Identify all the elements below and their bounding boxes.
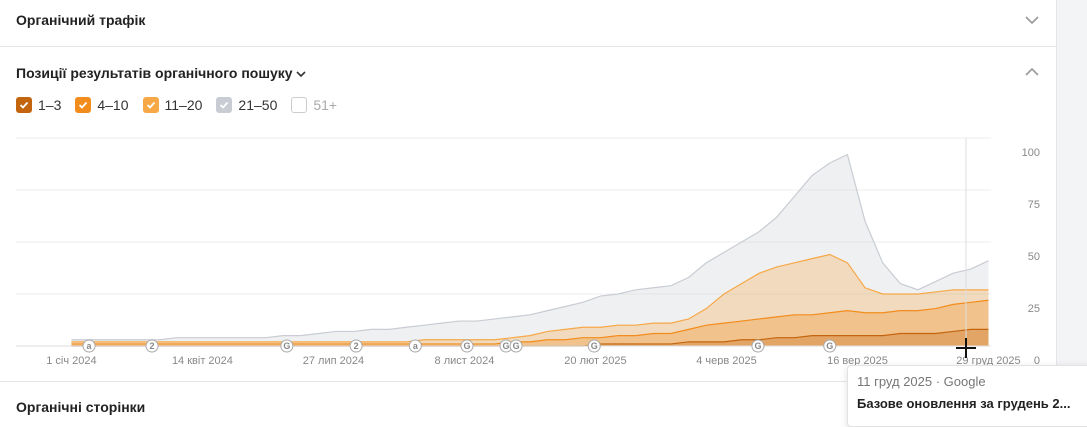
check xyxy=(146,101,155,109)
tooltip-title: Базове оновлення за грудень 2... xyxy=(857,396,1071,411)
annotation-label: 2 xyxy=(150,341,155,351)
legend-item[interactable]: 21–50 xyxy=(216,97,277,113)
annotation-label: G xyxy=(503,341,510,351)
annotation-circle xyxy=(751,339,765,353)
annotation-circle xyxy=(349,339,363,353)
legend: 1–3 4–10 11–20 21–50 51+ xyxy=(16,97,351,113)
annotation-circle xyxy=(280,339,294,353)
annotation-marker[interactable]: G xyxy=(823,339,837,353)
annotation-circle xyxy=(408,339,422,353)
section-title-text: Позиції результатів органічного пошуку xyxy=(16,65,293,81)
annotation-marker[interactable]: G xyxy=(460,339,474,353)
annotation-marker[interactable]: G xyxy=(509,339,523,353)
series-line xyxy=(71,153,989,341)
x-tick-label: 29 груд 2025 xyxy=(956,355,1020,365)
sidebar xyxy=(1056,0,1087,411)
area-fill xyxy=(71,254,989,346)
check xyxy=(19,101,29,109)
annotation-label: a xyxy=(413,341,419,351)
legend-item[interactable]: 51+ xyxy=(291,97,337,113)
series-line xyxy=(71,299,989,345)
annotation-marker[interactable]: G xyxy=(587,339,601,353)
annotation-circle xyxy=(509,339,523,353)
annotation-circle xyxy=(823,339,837,353)
annotation-label: G xyxy=(513,341,520,351)
annotation-marker[interactable]: 2 xyxy=(145,339,159,353)
legend-label: 1–3 xyxy=(38,97,62,113)
annotation-marker[interactable]: 2 xyxy=(349,339,363,353)
series-line xyxy=(71,253,989,343)
legend-item[interactable]: 4–10 xyxy=(75,97,129,113)
legend-checkbox[interactable] xyxy=(16,97,32,113)
y-tick-label: 100 xyxy=(1022,147,1040,159)
tooltip-meta: 11 груд 2025 · Google xyxy=(857,374,986,389)
chevron-down[interactable] xyxy=(1024,14,1040,26)
chart: 0 25 50 75 100 1 січ 2024 14 квіт 2024 27 лип 2… xyxy=(16,137,1040,365)
x-tick-label: 8 лист 2024 xyxy=(435,355,495,365)
x-tick-label: 1 січ 2024 xyxy=(46,355,96,365)
annotation-label: a xyxy=(87,341,93,351)
check xyxy=(220,101,229,109)
annotation-marker[interactable]: G xyxy=(751,339,765,353)
legend-checkbox[interactable] xyxy=(216,97,233,113)
x-tick-label: 16 вер 2025 xyxy=(827,355,888,365)
y-tick-label: 25 xyxy=(1028,303,1040,315)
annotation-label: G xyxy=(591,341,598,351)
chevron-up[interactable] xyxy=(1024,66,1040,78)
legend-label: 51+ xyxy=(313,97,338,113)
check xyxy=(79,101,88,109)
section-title[interactable]: Органічний трафік xyxy=(16,12,146,28)
legend-checkbox[interactable] xyxy=(142,97,159,113)
section-title[interactable]: Позиції результатів органічного пошуку xyxy=(16,65,307,81)
legend-item[interactable]: 1–3 xyxy=(16,97,61,113)
y-tick-label: 0 xyxy=(1034,355,1040,365)
x-tick-label: 20 лют 2025 xyxy=(564,355,626,365)
annotation-label: G xyxy=(754,341,761,351)
annotation-label: G xyxy=(826,341,833,351)
x-tick-label: 4 черв 2025 xyxy=(696,355,757,365)
annotation-circle xyxy=(460,339,474,353)
annotation-label: 2 xyxy=(354,341,359,351)
legend-label: 21–50 xyxy=(238,97,278,113)
annotation-circle xyxy=(145,339,159,353)
y-tick-label: 75 xyxy=(1028,199,1040,211)
x-tick-label: 14 квіт 2024 xyxy=(172,355,233,365)
annotation-circle xyxy=(82,339,96,353)
divider xyxy=(0,46,1056,47)
divider xyxy=(0,381,1056,382)
area-fill xyxy=(71,154,989,346)
chevron xyxy=(296,71,307,78)
annotation-label: G xyxy=(283,341,290,351)
legend-item[interactable]: 11–20 xyxy=(142,97,203,113)
cursor xyxy=(956,338,976,358)
legend-checkbox[interactable] xyxy=(75,97,92,113)
annotation-marker[interactable]: G xyxy=(280,339,294,353)
annotation-label: G xyxy=(463,341,470,351)
legend-checkbox[interactable] xyxy=(291,97,308,113)
legend-label: 11–20 xyxy=(164,97,203,113)
annotation-marker[interactable]: a xyxy=(82,339,96,353)
area-fill xyxy=(71,300,989,346)
x-tick-label: 27 лип 2024 xyxy=(303,355,364,365)
annotation-marker[interactable]: a xyxy=(408,339,422,353)
legend-label: 4–10 xyxy=(97,97,129,113)
section-title[interactable]: Органічні сторінки xyxy=(16,399,146,415)
y-tick-label: 50 xyxy=(1028,251,1040,263)
tooltip: 11 груд 2025 · Google Базове оновлення з… xyxy=(847,365,1087,427)
annotation-circle xyxy=(587,339,601,353)
